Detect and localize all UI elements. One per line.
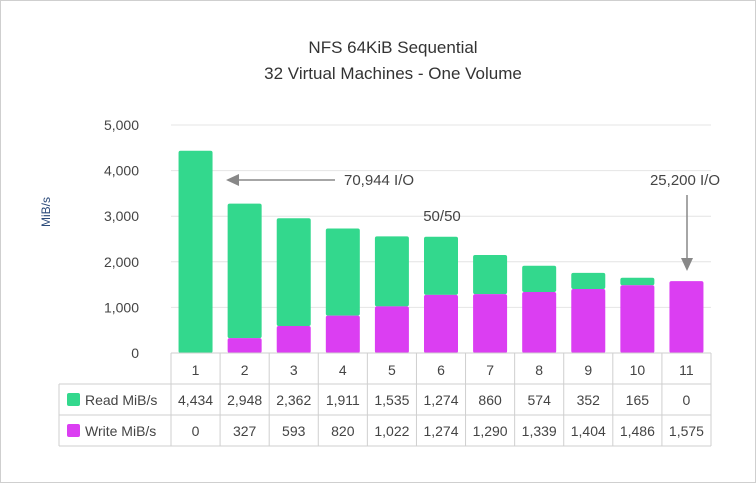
table-cell: 860 [478, 392, 502, 408]
y-tick-label: 5,000 [104, 117, 139, 133]
bar-write [571, 288, 606, 353]
bar-write [620, 285, 655, 353]
y-tick-label: 0 [131, 345, 139, 361]
table-cell: 0 [683, 392, 691, 408]
y-tick-label: 3,000 [104, 208, 139, 224]
x-tick-label: 3 [290, 362, 298, 378]
table-cell: 1,575 [669, 423, 704, 439]
annotations: 70,944 I/O 50/50 25,200 I/O [226, 172, 720, 271]
x-tick-label: 1 [192, 362, 200, 378]
annotation-label: 50/50 [423, 208, 461, 225]
bar-read [374, 236, 409, 307]
chart-title-line2: 32 Virtual Machines - One Volume [264, 64, 522, 83]
table-cell: 1,274 [423, 423, 458, 439]
bar-read [325, 228, 360, 316]
bar-write [325, 315, 360, 353]
annotation-label: 25,200 I/O [650, 172, 720, 189]
table-cell: 820 [331, 423, 355, 439]
table-cell: 1,486 [620, 423, 655, 439]
table-cell: 4,434 [178, 392, 213, 408]
data-table: 1 2 3 4 5 6 7 8 9 10 11 Read MiB/s 4,434 2,948 2,362 1,… [58, 352, 712, 447]
table-cell: 165 [626, 392, 650, 408]
y-axis-label: MiB/s [39, 197, 53, 227]
y-tick-label: 1,000 [104, 299, 139, 315]
table-cell: 0 [192, 423, 200, 439]
table-cell: 1,022 [374, 423, 409, 439]
x-tick-label: 7 [486, 362, 494, 378]
x-tick-label: 10 [630, 362, 646, 378]
table-cell: 1,290 [473, 423, 508, 439]
chart-title-line1: NFS 64KiB Sequential [308, 38, 477, 57]
annotation-label: 70,944 I/O [344, 172, 414, 189]
bar-read [571, 272, 606, 289]
bar-read [276, 218, 311, 326]
bar-read [178, 150, 213, 353]
x-tick-label: 11 [679, 362, 694, 378]
y-tick-label: 2,000 [104, 254, 139, 270]
x-tick-label: 6 [437, 362, 445, 378]
y-ticks: 0 1,000 2,000 3,000 4,000 5,000 [104, 117, 139, 361]
table-cell: 1,274 [423, 392, 458, 408]
legend-label: Read MiB/s [85, 392, 157, 408]
x-tick-label: 9 [584, 362, 592, 378]
table-cell: 574 [528, 392, 552, 408]
annotation-arrowhead [681, 258, 693, 271]
bar-read [227, 203, 262, 339]
table-cell: 1,911 [326, 392, 360, 408]
bar-write [473, 294, 508, 353]
bar-write [276, 325, 311, 353]
bar-write [522, 291, 557, 353]
y-tick-label: 4,000 [104, 163, 139, 179]
annotation-arrowhead [226, 174, 239, 186]
table-cell: 2,948 [227, 392, 262, 408]
bar-read [620, 277, 655, 286]
x-tick-label: 2 [241, 362, 249, 378]
table-cell: 1,535 [374, 392, 409, 408]
bar-read [473, 254, 508, 295]
legend-swatch [67, 393, 80, 406]
table-cell: 352 [577, 392, 601, 408]
bars [178, 150, 704, 353]
legend-label: Write MiB/s [85, 423, 156, 439]
bar-write [669, 281, 704, 353]
bar-write [424, 294, 458, 353]
legend-swatch [67, 424, 80, 437]
table-cell: 2,362 [276, 392, 311, 408]
x-tick-label: 4 [339, 362, 347, 378]
bar-write [374, 306, 409, 353]
bar-read [522, 265, 557, 292]
x-tick-label: 8 [535, 362, 543, 378]
table-cell: 1,339 [522, 423, 557, 439]
table-cell: 1,404 [571, 423, 606, 439]
table-cell: 593 [282, 423, 306, 439]
bar-write [227, 338, 262, 353]
x-tick-label: 5 [388, 362, 396, 378]
table-cell: 327 [233, 423, 257, 439]
bar-read [424, 236, 458, 295]
